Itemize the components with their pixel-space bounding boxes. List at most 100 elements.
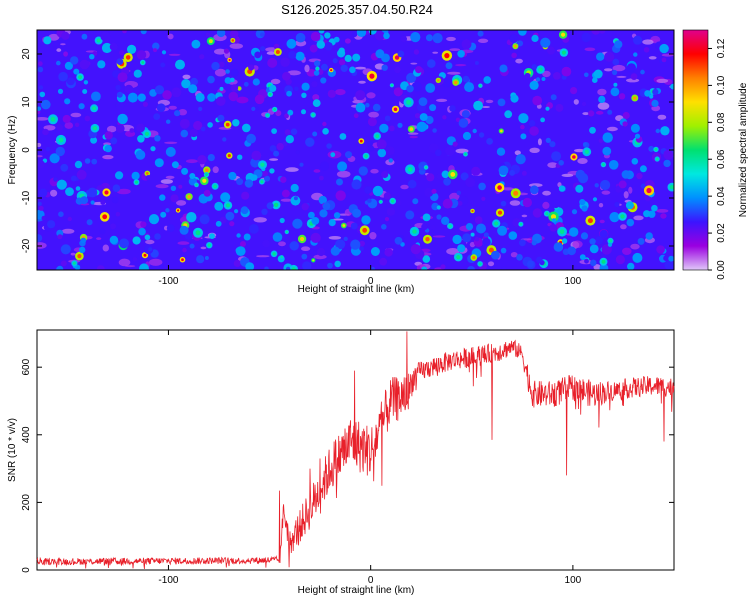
spectrogram-spot [100,31,111,42]
spectrogram-streak [336,170,351,178]
spectrogram-spot [452,141,458,147]
spectrogram-spot [532,95,543,106]
spectrogram-streak [449,192,460,201]
spectrogram-spot [318,195,327,205]
spectrogram-spot [598,138,604,144]
spectrogram-spot [500,200,507,207]
spectrogram-streak [96,237,102,241]
spectrogram-streak [436,98,448,102]
spectrogram-spot [324,32,331,39]
spectrogram-spot [388,158,393,163]
spectrogram-spot-peak [135,180,138,184]
spectrogram-spot [474,236,480,242]
spectrogram-spot [368,30,377,35]
spectrogram-spot-peak [207,243,211,247]
spectrogram-spot [621,170,631,179]
spectrogram-spot [529,126,539,136]
spectrogram-spot [74,160,83,169]
spectrogram-spot [478,132,485,138]
spectrogram-streak [407,132,419,135]
spectrogram-spot-peak [545,212,549,216]
spectrogram-spot [225,211,235,221]
spectrogram-streak [344,38,351,44]
spectrogram-spot-peak [202,178,207,183]
spectrogram-streak [285,167,299,172]
spectrogram-spot-peak [72,261,76,265]
spectrogram-streak [529,147,540,153]
spectrogram-spot [76,169,87,180]
spectrogram-spot [529,185,539,195]
spectrogram-spot [60,244,71,255]
spectrogram-spot [84,115,91,122]
spectrogram-spot [148,247,153,252]
spectrogram-spot [388,125,395,132]
spectrogram-spot [140,30,147,35]
spectrogram-spot [457,244,466,253]
spectrogram-spot [467,266,476,270]
spectrogram-spot [241,191,250,200]
spectrogram-spot [379,257,388,266]
spectrogram-spot [180,129,189,138]
spectrogram-spot [217,114,225,122]
spectrogram-spot-peak [291,267,296,270]
spectrogram-spot [386,207,396,216]
spectrogram-spot [233,259,241,267]
spectrogram-spot [319,161,330,171]
spectrogram-spot [159,194,166,201]
spectrogram-spot [519,239,526,247]
spectrogram-streak [118,258,131,267]
spectrogram-spot [42,128,49,136]
spectrogram-spot [225,69,230,74]
spectrogram-spot-peak [362,227,368,233]
spectrogram-spot [651,99,659,107]
spectrogram-spot [207,75,215,84]
spectrogram-spot [432,33,443,44]
spectrogram-spot [337,161,348,172]
spectrogram-streak [455,64,467,67]
spectrogram-spot [148,214,160,225]
spectrogram-spot [289,241,299,251]
spectrogram-spot [558,185,566,192]
spectrogram-spot-peak [456,255,461,260]
spectrogram-spot [462,233,472,243]
spectrogram-spot [645,232,653,240]
spectrogram-streak [657,114,667,120]
spectrogram-spot [478,182,486,191]
spectrogram-spot [350,239,361,250]
spectrogram-spot [279,217,285,224]
spectrogram-spot [345,151,352,159]
spectrogram-spot [431,188,437,194]
snr-y-tick-label: 0 [21,567,32,573]
spectrogram-streak [178,109,187,116]
spectrogram-spot [443,177,451,186]
spectrogram-spot [524,72,531,79]
spectrogram-spot [57,88,64,94]
spectrogram-spot-peak [145,172,149,175]
spectrogram-spot [254,94,265,105]
spectrogram-spot [159,264,164,269]
spectrogram-x-label: Height of straight line (km) [298,284,415,295]
snr-series [36,331,675,570]
spectrogram-spot [115,171,124,180]
spectrogram-spot-peak [444,53,450,59]
spectrogram-spot [630,73,638,80]
spectrogram-spot [272,232,283,242]
spectrogram-spot-peak [464,153,467,156]
spectrogram-spot [440,264,446,270]
spectrogram-spot [541,77,546,81]
spectrogram-spot [553,242,564,252]
spectrogram-streak [369,232,377,240]
spectrogram-spot [509,169,516,176]
spectrogram-spot [269,84,277,92]
spectrogram-spot [631,158,639,165]
spectrogram-spot [73,68,80,75]
spectrogram-spot [374,30,385,41]
spectrogram-spot [349,66,356,74]
spectrogram-spot [82,89,88,94]
spectrogram-spot [79,246,86,254]
spectrogram-spot [112,184,121,192]
spectrogram-spot [612,69,618,76]
spectrogram-spot [425,34,433,42]
spectrogram-spot-peak [231,39,235,42]
spectrogram-spot [312,99,321,107]
